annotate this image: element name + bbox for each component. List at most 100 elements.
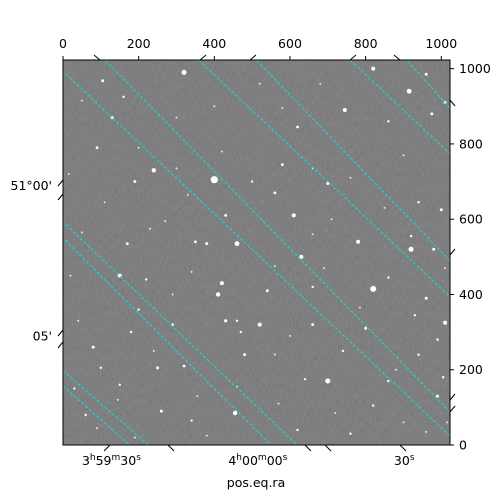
star [356,239,361,244]
star [424,72,428,76]
ra-tick-mark [304,444,312,452]
star [175,167,178,170]
star [299,254,304,259]
ra-tick-mark [324,444,332,452]
grid-line [63,237,272,445]
x-axis-label: pos.eq.ra [227,475,285,490]
star [424,296,428,300]
star [383,206,386,209]
star [330,218,333,221]
star [326,181,330,185]
star [205,434,208,437]
star [95,146,99,150]
star [408,246,414,252]
stars-layer [67,66,448,439]
star [232,410,238,416]
ra-tick-mark [249,54,257,61]
star [273,191,277,195]
grid-line [349,60,450,155]
star [152,349,155,352]
ra-tick-label: 3h59m30s [82,453,141,468]
star [387,379,390,383]
star [137,308,140,311]
star [417,201,420,204]
star [406,88,412,94]
star [296,125,299,129]
right-tick-label: 400 [459,287,483,302]
top-tick-label: 200 [127,36,151,51]
ra-tick-mark [57,179,64,187]
star [171,293,174,296]
star [133,436,136,439]
star [122,95,125,99]
star [444,267,447,270]
star [409,234,413,238]
star [80,231,83,234]
star [402,154,405,157]
ra-tick-label: 4h00m00s [228,453,287,468]
star [194,240,197,244]
grid-line [255,60,450,262]
star [281,107,284,110]
star [73,387,76,390]
ra-tick-mark [349,54,357,61]
ra-tick-mark [449,405,456,413]
grid-line [63,70,450,437]
star [349,432,352,435]
left-dec-axis: 51°00' 05' [11,178,53,344]
top-tick-label: 600 [278,36,302,51]
star [273,353,276,356]
star [210,176,218,184]
star [319,82,322,85]
star [277,402,280,405]
top-pixel-axis: 0 200 400 600 800 1000 [59,36,457,60]
star [425,430,428,433]
star [149,227,152,230]
image-noise [63,60,450,445]
star [443,320,448,325]
star [182,364,186,368]
star [145,278,148,281]
star [220,150,223,153]
right-tick-label: 600 [459,212,483,227]
star [413,313,417,317]
ra-tick-mark [199,54,207,61]
star [84,413,87,417]
star [181,69,187,75]
ra-tick-mark [449,99,456,107]
star [186,193,189,196]
top-tick-label: 800 [354,36,378,51]
star [358,306,361,309]
star [91,345,95,349]
star [387,276,390,279]
ra-tick-mark [57,193,64,201]
star [205,242,209,246]
star [215,292,221,297]
top-tick-label: 1000 [425,36,457,51]
star [325,378,331,384]
star [296,428,299,432]
ra-tick-mark [93,54,101,61]
dec-tick-label: 51°00' [11,178,53,193]
plot-frame [62,59,451,446]
star [372,404,375,407]
star [224,319,228,323]
star [175,116,178,119]
right-tick-label: 200 [459,362,483,377]
star [99,366,103,370]
star [190,419,193,422]
star [243,353,247,357]
star [394,368,397,371]
ra-tick-mark [449,248,456,256]
grid-line [63,221,298,445]
ra-tick-mark [167,444,175,452]
ra-tick-mark [57,341,64,349]
star [281,163,284,167]
star [96,427,99,430]
star [67,173,70,176]
star [219,281,224,286]
star [387,120,390,123]
star [311,285,314,289]
ra-tick-mark [57,329,64,337]
ra-tick-mark [449,393,456,401]
